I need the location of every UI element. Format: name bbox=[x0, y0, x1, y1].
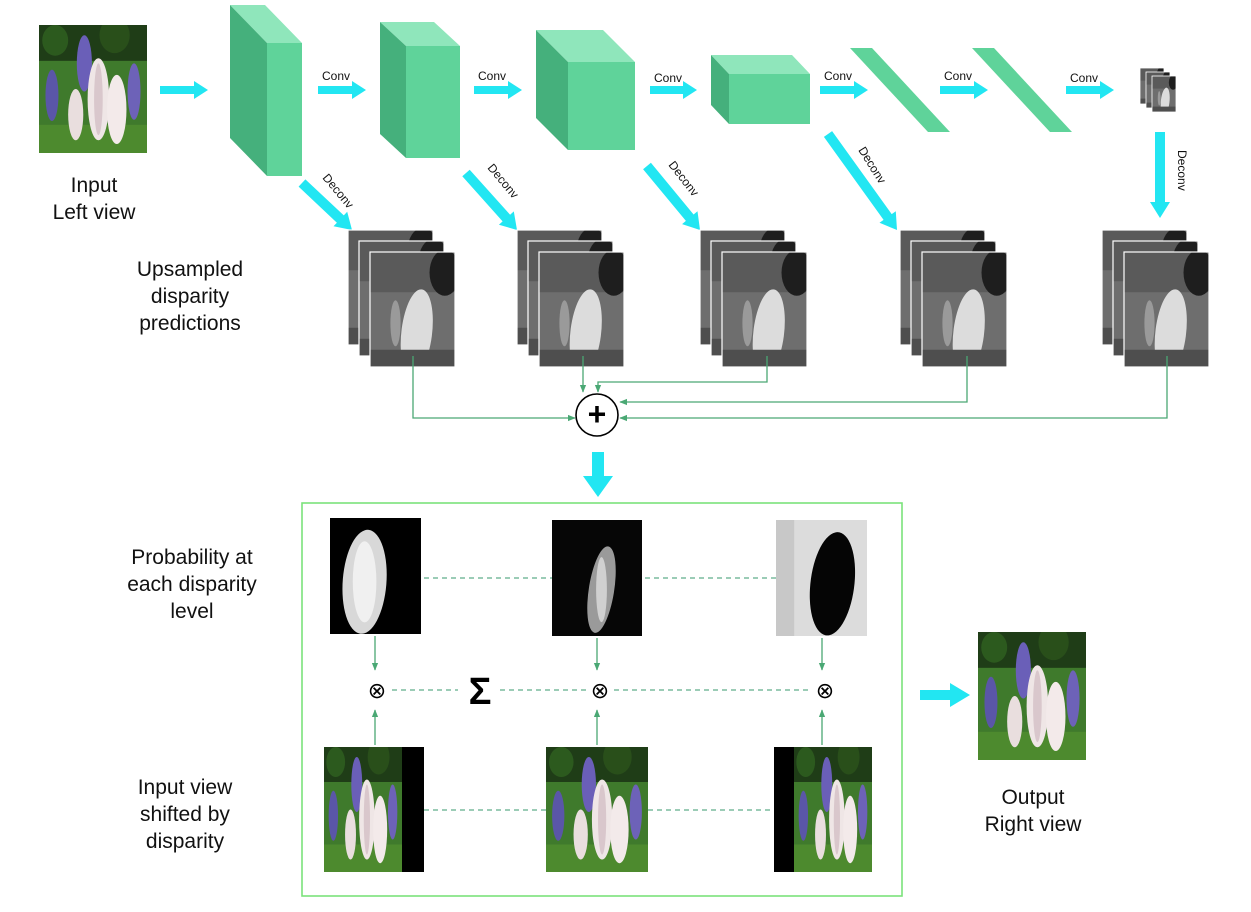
multiply-symbol-2: ⊗ bbox=[591, 678, 609, 703]
sum-symbol: + bbox=[588, 396, 607, 432]
deconv-arrow-4 bbox=[823, 131, 897, 230]
conv-label-2: Conv bbox=[478, 69, 506, 83]
conv-label-3: Conv bbox=[654, 71, 682, 85]
upsampled-disparity-label: Upsampled disparity predictions bbox=[136, 258, 244, 335]
sigma-symbol: Σ bbox=[469, 671, 492, 713]
conv-arrow-3 bbox=[474, 81, 522, 99]
conv-arrows bbox=[160, 81, 1114, 99]
shifted-view-1 bbox=[324, 747, 424, 872]
probability-map-3 bbox=[776, 520, 867, 636]
conv-block-2 bbox=[380, 22, 460, 158]
shifted-view-2 bbox=[546, 747, 648, 872]
down-arrow bbox=[583, 452, 613, 497]
deconv-arrow-3 bbox=[643, 162, 700, 230]
conv-label-4: Conv bbox=[824, 69, 852, 83]
sum-node: + bbox=[575, 393, 619, 437]
disparity-stack-2 bbox=[516, 229, 625, 368]
deconv-label-5: Deconv bbox=[1175, 150, 1189, 191]
output-right-photo bbox=[978, 632, 1086, 760]
conv-label-6: Conv bbox=[1070, 71, 1098, 85]
conv-block-3 bbox=[536, 30, 635, 150]
conv-label-1: Conv bbox=[322, 69, 350, 83]
input-left-view-label: Input Left view bbox=[52, 174, 136, 224]
conv-labels: Conv Conv Conv Conv Conv Conv bbox=[322, 69, 1098, 85]
conv-block-6 bbox=[972, 48, 1072, 132]
multiply-input-arrows bbox=[371, 636, 826, 745]
deconv-arrow-2 bbox=[462, 169, 517, 230]
disparity-map bbox=[721, 251, 808, 368]
conv-label-5: Conv bbox=[944, 69, 972, 83]
conv-block-4 bbox=[711, 55, 810, 124]
disparity-map bbox=[369, 251, 456, 368]
conv-arrow-7 bbox=[1066, 81, 1114, 99]
disparity-map bbox=[921, 251, 1008, 368]
conv-arrow-4 bbox=[650, 81, 697, 99]
disparity-stack-1 bbox=[347, 229, 456, 368]
output-arrow bbox=[920, 683, 970, 707]
probability-map-2 bbox=[552, 520, 642, 636]
conv-block-1 bbox=[230, 5, 302, 176]
deconv-arrow-5 bbox=[1150, 132, 1170, 218]
disparity-prediction-stacks bbox=[347, 229, 1210, 368]
conv-arrow-6 bbox=[940, 81, 988, 99]
multiply-symbol-1: ⊗ bbox=[368, 678, 386, 703]
disparity-map bbox=[538, 251, 625, 368]
disparity-stack-4 bbox=[899, 229, 1008, 368]
output-right-view-label: Output Right view bbox=[984, 786, 1082, 836]
connector-lines bbox=[412, 356, 1168, 422]
multiply-symbol-3: ⊗ bbox=[816, 678, 834, 703]
conv-arrow-5 bbox=[820, 81, 868, 99]
conv-block-5 bbox=[850, 48, 950, 132]
probability-map-1 bbox=[330, 518, 421, 634]
small-feature-stack bbox=[1139, 67, 1177, 113]
deconv-arrow-1 bbox=[298, 179, 352, 230]
conv-arrow-2 bbox=[318, 81, 366, 99]
softmax-selection-panel bbox=[301, 502, 903, 897]
conv-arrow-1 bbox=[160, 81, 208, 99]
disparity-stack-3 bbox=[699, 229, 808, 368]
dashed-connectors bbox=[392, 577, 812, 811]
disparity-map bbox=[1123, 251, 1210, 368]
probability-label: Probability at each disparity level bbox=[127, 546, 257, 623]
input-left-photo bbox=[39, 25, 147, 153]
shifted-view-3 bbox=[774, 747, 872, 872]
input-shifted-label: Input view shifted by disparity bbox=[137, 776, 233, 853]
disparity-stack-5 bbox=[1101, 229, 1210, 368]
